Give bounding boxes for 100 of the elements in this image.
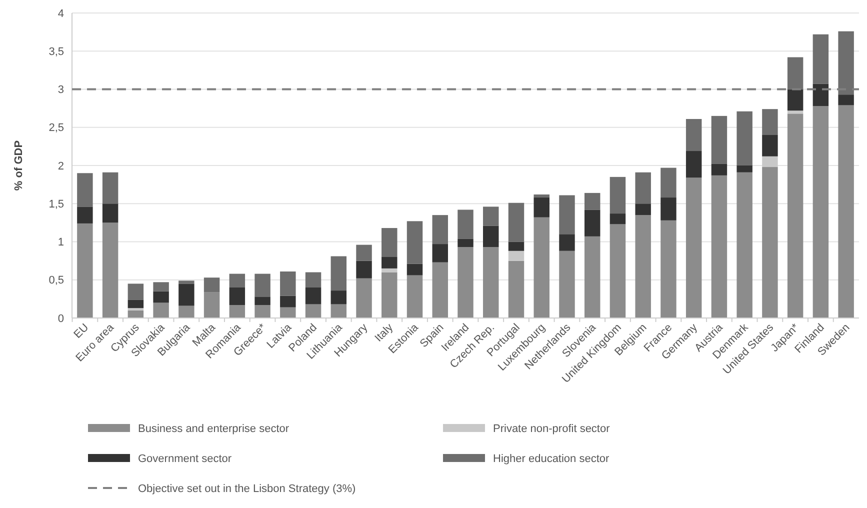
y-tick-label: 1 [58,236,64,249]
bar [559,195,575,234]
legend-label: Higher education sector [493,452,610,465]
bar [432,215,448,244]
legend-label: Government sector [138,452,232,465]
bar [229,274,246,288]
bar [382,272,398,318]
bar [305,304,322,318]
bar [762,167,778,318]
y-tick-label: 3,5 [48,46,64,58]
bar [356,278,372,318]
bar [330,304,347,318]
bar [686,178,702,318]
bar [711,116,728,164]
bar [102,222,118,318]
bar [458,238,474,248]
bar [559,250,575,318]
bar [584,192,600,210]
bar [610,214,626,224]
bar [635,215,651,318]
bar [229,305,246,318]
bar [178,306,194,318]
legend-label: Business and enterprise sector [138,422,290,435]
bar [280,307,296,318]
bar [128,300,144,308]
bar [483,247,499,318]
bar [584,236,600,318]
bar [483,226,499,248]
bar [406,221,423,264]
bar [762,109,778,135]
bar [736,166,752,172]
x-tick-label: EU [72,322,92,341]
bar [254,305,270,318]
bar [128,310,144,318]
bar [280,296,296,308]
bar [736,172,752,318]
bar [635,172,651,204]
bar [787,110,804,114]
bar [153,302,169,318]
bar [787,57,804,90]
bar [382,268,398,272]
bar [508,242,524,251]
bar [382,228,398,257]
bar [330,290,347,304]
bar [204,278,220,292]
y-tick-label: 0 [58,312,64,325]
bar [508,202,524,242]
legend-label: Private non-profit sector [493,422,610,435]
y-tick-label: 0,5 [48,274,64,287]
bar [508,260,524,318]
bar [254,296,270,306]
bar [356,260,372,278]
bar [153,282,169,292]
bar [686,151,702,178]
bar [432,262,448,318]
bar [254,274,270,297]
bar [406,264,423,276]
bar [305,288,322,304]
bar [204,292,220,318]
bar [711,175,728,318]
bar [458,247,474,318]
bar [660,168,676,198]
bar [508,250,524,261]
y-tick-label: 2 [58,160,64,172]
bar [534,198,550,218]
bar [736,111,752,166]
bar [787,89,804,111]
bar [660,198,676,220]
bar [635,204,651,216]
bar [128,284,144,300]
legend-label: Objective set out in the Lisbon Strategy (3%) [138,482,356,495]
bar [382,257,398,268]
bar [812,84,829,106]
bar [559,234,575,251]
bar [280,271,296,296]
bar [406,275,423,318]
bar [432,244,448,262]
bar [534,194,550,198]
bar [610,224,626,318]
y-tick-label: 1,5 [48,198,64,210]
bar [762,135,778,156]
bar [102,172,118,204]
bar [305,272,322,288]
bar [838,31,854,95]
bar [77,173,93,207]
bar [812,106,829,318]
bar [178,284,194,306]
y-axis-title: % of GDP [13,140,25,191]
bar [610,176,626,214]
bar [686,118,702,152]
bar [229,288,246,306]
bar [787,114,804,318]
y-tick-label: 4 [58,8,64,20]
y-tick-label: 2,5 [48,122,64,134]
bar [660,220,676,318]
bar [153,291,169,303]
bar [762,156,778,168]
bar [584,210,600,236]
bar [483,206,499,226]
bar [534,217,550,318]
